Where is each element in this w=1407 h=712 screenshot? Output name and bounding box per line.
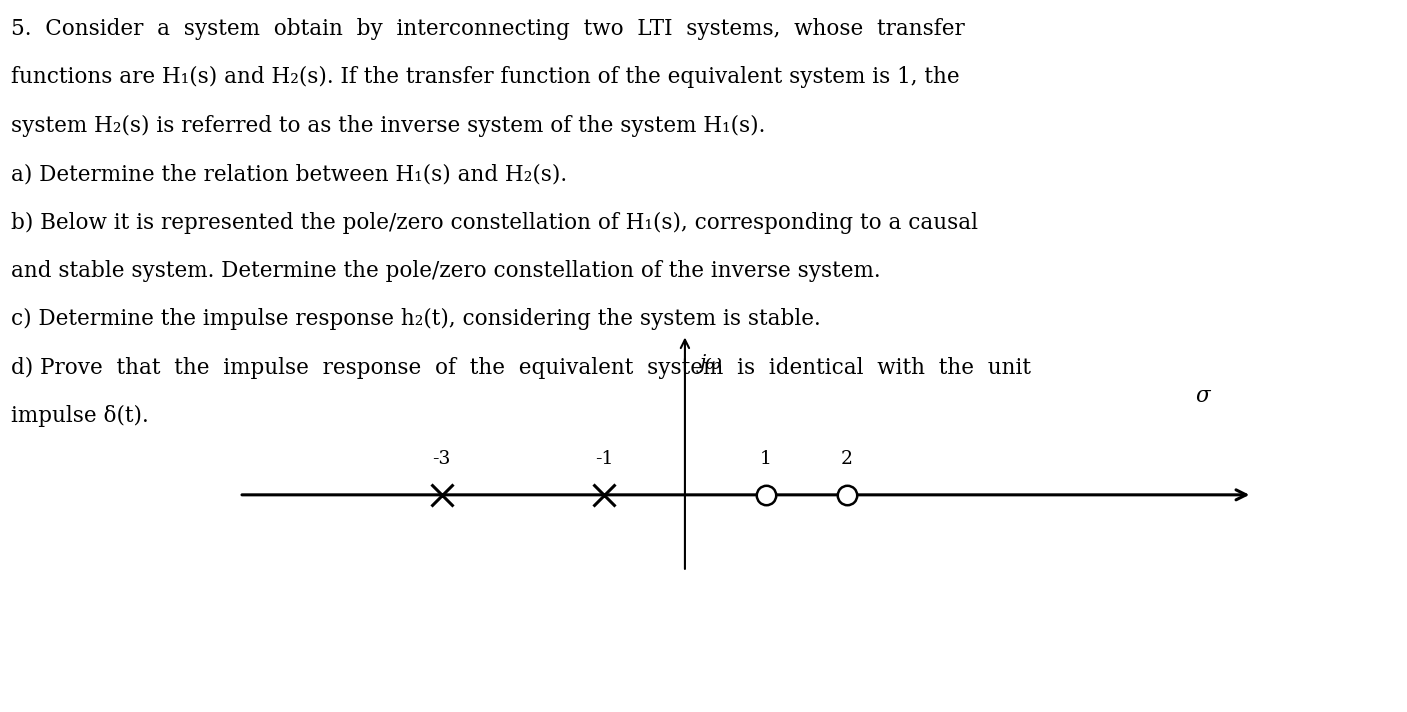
Text: b) Below it is represented the pole/zero constellation of H₁(s), corresponding t: b) Below it is represented the pole/zero… (11, 211, 978, 234)
Text: -1: -1 (595, 450, 613, 468)
Text: and stable system. Determine the pole/zero constellation of the inverse system.: and stable system. Determine the pole/ze… (11, 260, 881, 282)
Text: 2: 2 (841, 450, 853, 468)
Text: functions are H₁(s) and H₂(s). If the transfer function of the equivalent system: functions are H₁(s) and H₂(s). If the tr… (11, 66, 960, 88)
Text: -3: -3 (432, 450, 452, 468)
Text: d) Prove  that  the  impulse  response  of  the  equivalent  system  is  identic: d) Prove that the impulse response of th… (11, 357, 1031, 379)
Text: jω: jω (699, 354, 722, 373)
Text: a) Determine the relation between H₁(s) and H₂(s).: a) Determine the relation between H₁(s) … (11, 163, 567, 185)
Text: system H₂(s) is referred to as the inverse system of the system H₁(s).: system H₂(s) is referred to as the inver… (11, 115, 765, 137)
Text: 1: 1 (760, 450, 772, 468)
Text: σ: σ (1196, 384, 1210, 407)
Text: 5.  Consider  a  system  obtain  by  interconnecting  two  LTI  systems,  whose : 5. Consider a system obtain by interconn… (11, 18, 965, 40)
Text: impulse δ(t).: impulse δ(t). (11, 405, 149, 427)
Text: c) Determine the impulse response h₂(t), considering the system is stable.: c) Determine the impulse response h₂(t),… (11, 308, 822, 330)
